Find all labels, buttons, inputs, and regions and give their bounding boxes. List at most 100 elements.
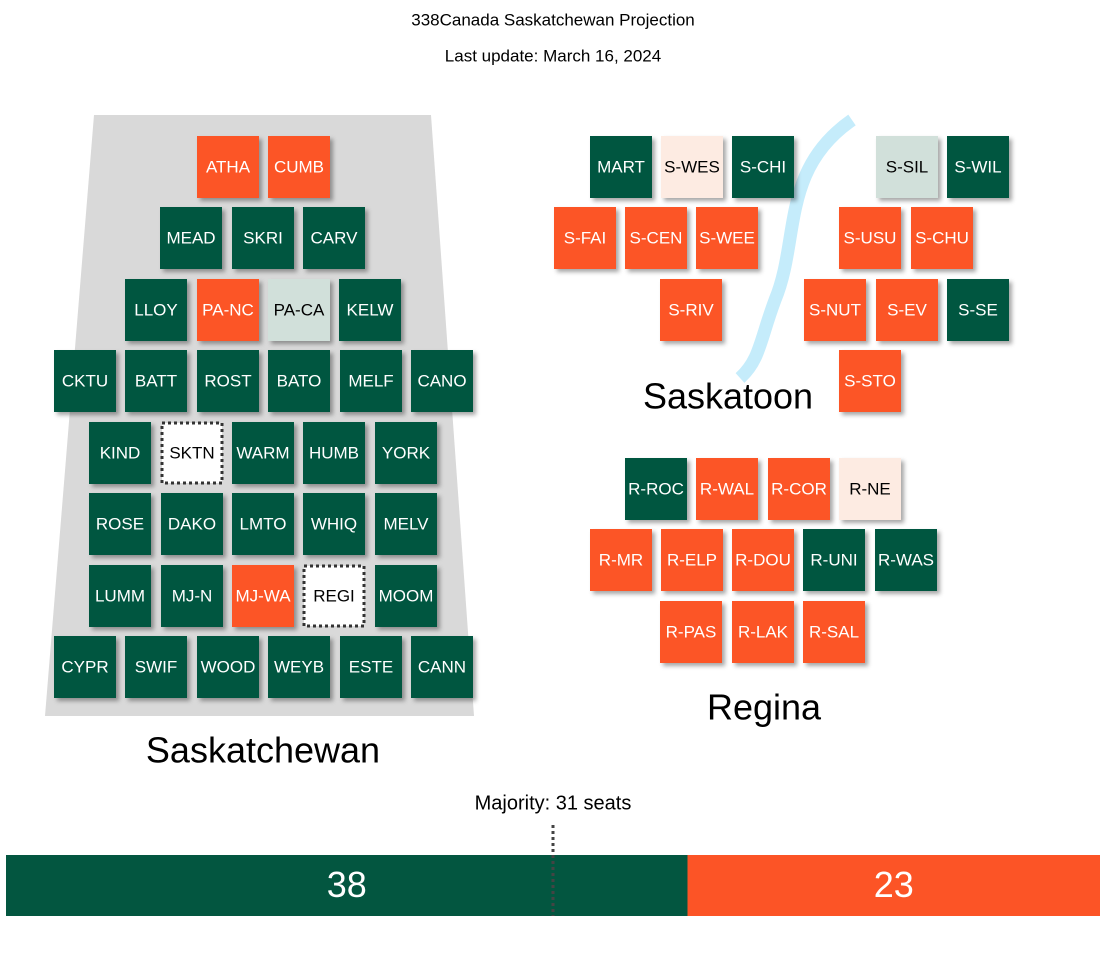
tile-label: CUMB <box>274 157 324 176</box>
tile: S-WIL <box>947 136 1009 198</box>
tile-label: R-SAL <box>809 622 859 641</box>
tile-box <box>411 350 473 412</box>
tile: DAKO <box>161 493 223 555</box>
tile-box <box>268 350 330 412</box>
tile: CUMB <box>268 136 330 198</box>
tile: MJ-N <box>161 565 223 627</box>
tile-box <box>197 279 259 341</box>
tile: CARV <box>303 207 365 269</box>
tile-box <box>160 207 222 269</box>
tile-label: REGI <box>313 586 355 605</box>
tile-box <box>803 529 865 591</box>
tile-label: CANN <box>418 657 466 676</box>
tile: ROST <box>197 350 259 412</box>
tile-label: KELW <box>347 300 394 319</box>
river <box>735 114 856 383</box>
tile: MELF <box>340 350 402 412</box>
tile: REGI <box>302 564 366 628</box>
tile: YORK <box>375 422 437 484</box>
tile-box <box>89 493 151 555</box>
tile: MOOM <box>375 565 437 627</box>
seat-segment <box>6 855 688 916</box>
tile: ESTE <box>340 636 402 698</box>
tile: R-LAK <box>732 601 794 663</box>
tile-box <box>54 350 116 412</box>
tile-label: BATT <box>135 371 177 390</box>
tile-box <box>768 458 830 520</box>
tile: S-FAI <box>554 207 616 269</box>
tile: MELV <box>375 493 437 555</box>
tile: LLOY <box>125 279 187 341</box>
tile-label: WOOD <box>201 657 256 676</box>
tile: S-WEE <box>696 207 758 269</box>
subtitle: Last update: March 16, 2024 <box>445 46 661 65</box>
tile-box <box>375 422 437 484</box>
tile-label: R-UNI <box>810 550 857 569</box>
tile-label: CYPR <box>61 657 108 676</box>
tile-box <box>661 136 723 198</box>
tile: R-PAS <box>660 601 722 663</box>
tile-label: ROSE <box>96 514 144 533</box>
tile-label: S-CHU <box>915 228 969 247</box>
tile: SKTN <box>160 421 224 485</box>
tile-label: LMTO <box>240 514 287 533</box>
tile: KELW <box>339 279 401 341</box>
tile: PA-CA <box>268 279 330 341</box>
tile-box <box>625 207 687 269</box>
tile-box <box>268 636 330 698</box>
tile-label: PA-CA <box>274 300 325 319</box>
tile: S-WES <box>661 136 723 198</box>
tile-box <box>161 493 223 555</box>
tile-box <box>876 136 938 198</box>
tile: MEAD <box>160 207 222 269</box>
tile: S-CHU <box>911 207 973 269</box>
tile-box <box>661 529 723 591</box>
tile-box <box>375 565 437 627</box>
tile-box <box>339 279 401 341</box>
tile-label: SKTN <box>169 443 214 462</box>
tile-label: R-NE <box>849 479 891 498</box>
tile-label: R-PAS <box>666 622 717 641</box>
tile: R-WAL <box>696 458 758 520</box>
tile-box <box>947 279 1009 341</box>
region-label: Regina <box>707 687 822 728</box>
tile: CANN <box>411 636 473 698</box>
tile: CYPR <box>54 636 116 698</box>
tile-box <box>302 564 366 628</box>
tile-box <box>839 350 901 412</box>
tile-box <box>197 350 259 412</box>
tile-box <box>54 636 116 698</box>
tile: R-UNI <box>803 529 865 591</box>
tile: ATHA <box>197 136 259 198</box>
seat-segment <box>687 855 1100 916</box>
tile-label: R-ELP <box>667 550 717 569</box>
tile-label: R-WAL <box>700 479 754 498</box>
tile: CKTU <box>54 350 116 412</box>
tile-box <box>590 529 652 591</box>
tile-box <box>554 207 616 269</box>
tile-box <box>696 207 758 269</box>
tile-box <box>268 136 330 198</box>
tile-label: WARM <box>236 443 289 462</box>
tile: R-ELP <box>661 529 723 591</box>
tile-label: ATHA <box>206 157 251 176</box>
tile: S-CHI <box>732 136 794 198</box>
tile-label: SKRI <box>243 228 283 247</box>
tile: WARM <box>232 422 294 484</box>
tile-box <box>839 207 901 269</box>
tile-box <box>375 493 437 555</box>
tile-label: S-NUT <box>809 300 861 319</box>
tile-label: HUMB <box>309 443 359 462</box>
tile-label: MJ-WA <box>235 586 291 605</box>
tile: WEYB <box>268 636 330 698</box>
tile-label: S-USU <box>844 228 897 247</box>
tile-box <box>232 422 294 484</box>
tile: S-NUT <box>804 279 866 341</box>
tile: S-STO <box>839 350 901 412</box>
tile-box <box>732 601 794 663</box>
tile-box <box>303 207 365 269</box>
tile-box <box>197 136 259 198</box>
tile-label: MJ-N <box>172 586 213 605</box>
tile: S-USU <box>839 207 901 269</box>
tile-box <box>732 529 794 591</box>
